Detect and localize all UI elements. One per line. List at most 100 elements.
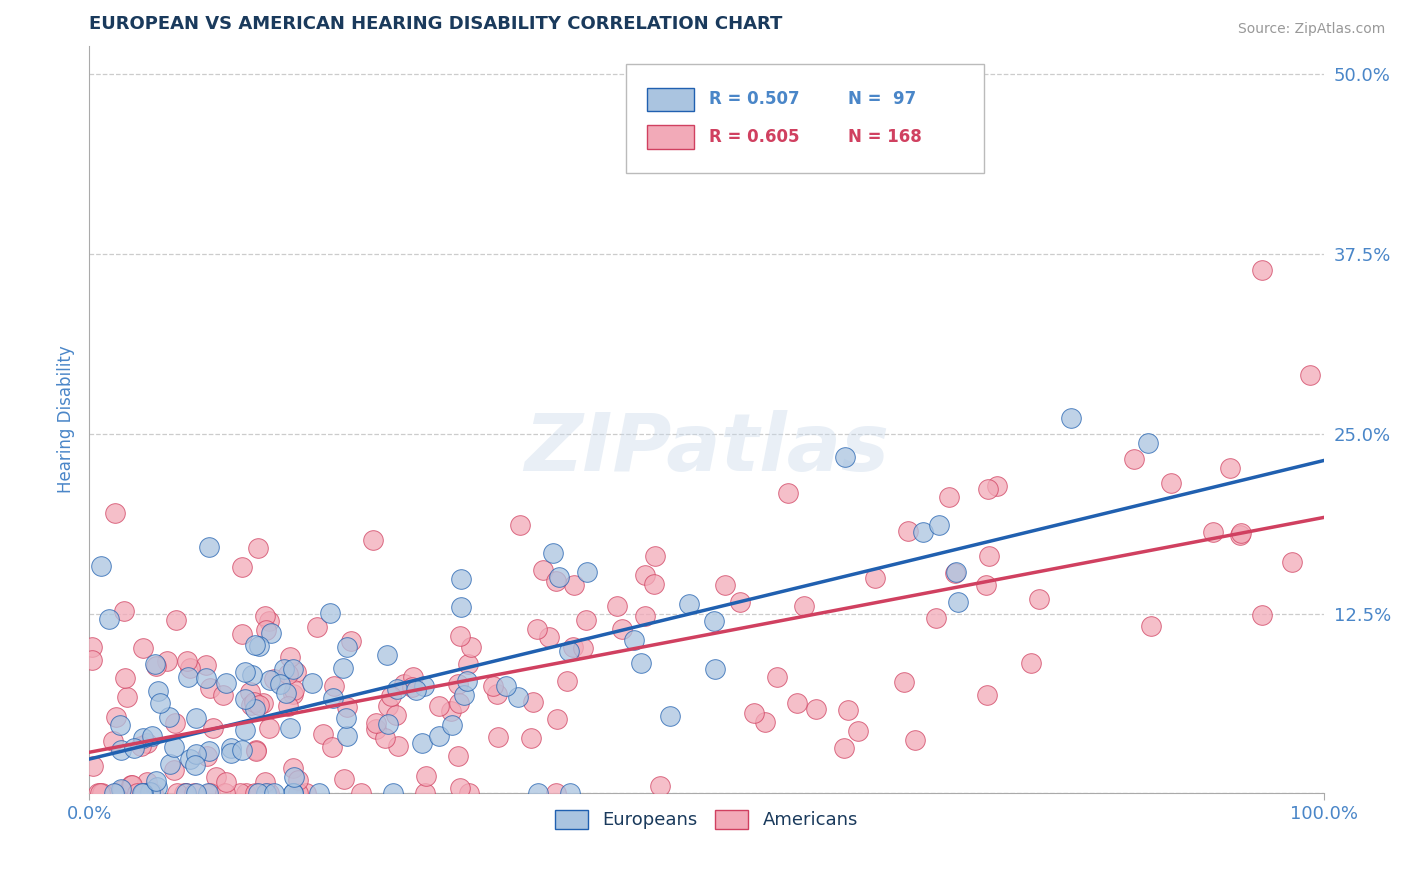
Europeans bbox=[233, 723, 256, 737]
Europeans bbox=[157, 710, 180, 724]
Americans bbox=[1019, 656, 1042, 670]
Americans bbox=[129, 739, 152, 754]
Americans bbox=[401, 680, 423, 694]
Europeans bbox=[184, 747, 207, 761]
Americans bbox=[322, 679, 344, 693]
Europeans bbox=[450, 572, 472, 586]
Americans bbox=[447, 677, 470, 691]
Americans bbox=[643, 576, 665, 591]
Europeans bbox=[97, 612, 120, 626]
Americans bbox=[544, 574, 567, 589]
Americans bbox=[176, 654, 198, 668]
Americans bbox=[350, 785, 373, 799]
Americans bbox=[277, 667, 299, 681]
Text: EUROPEAN VS AMERICAN HEARING DISABILITY CORRELATION CHART: EUROPEAN VS AMERICAN HEARING DISABILITY … bbox=[89, 15, 783, 33]
Europeans bbox=[215, 675, 238, 690]
Americans bbox=[281, 761, 304, 775]
Americans bbox=[141, 786, 163, 800]
Americans bbox=[120, 778, 142, 792]
Americans bbox=[174, 786, 197, 800]
Americans bbox=[976, 578, 998, 592]
Americans bbox=[634, 567, 657, 582]
Americans bbox=[231, 627, 253, 641]
Americans bbox=[447, 696, 470, 710]
Americans bbox=[650, 779, 672, 793]
Americans bbox=[211, 688, 233, 702]
Americans bbox=[245, 744, 267, 758]
Americans bbox=[531, 563, 554, 577]
Europeans bbox=[1060, 410, 1083, 425]
Americans bbox=[263, 672, 285, 686]
Americans bbox=[240, 698, 263, 712]
Americans bbox=[340, 634, 363, 648]
Europeans bbox=[108, 718, 131, 732]
Americans bbox=[194, 658, 217, 673]
Americans bbox=[572, 640, 595, 655]
Americans bbox=[486, 730, 509, 744]
Europeans bbox=[375, 648, 398, 663]
Americans bbox=[183, 786, 205, 800]
Americans bbox=[80, 653, 103, 667]
Americans bbox=[312, 727, 335, 741]
Americans bbox=[1229, 528, 1251, 542]
Europeans bbox=[703, 614, 725, 628]
Americans bbox=[804, 701, 827, 715]
Europeans bbox=[146, 780, 169, 794]
Europeans bbox=[259, 673, 281, 687]
Americans bbox=[253, 609, 276, 624]
Europeans bbox=[575, 566, 598, 580]
Americans bbox=[135, 775, 157, 789]
Americans bbox=[986, 479, 1008, 493]
Americans bbox=[413, 786, 436, 800]
Europeans bbox=[281, 786, 304, 800]
Americans bbox=[252, 696, 274, 710]
Americans bbox=[610, 622, 633, 636]
Europeans bbox=[177, 670, 200, 684]
Text: Source: ZipAtlas.com: Source: ZipAtlas.com bbox=[1237, 22, 1385, 37]
Americans bbox=[173, 786, 195, 800]
Americans bbox=[555, 674, 578, 689]
Americans bbox=[925, 610, 948, 624]
Americans bbox=[387, 739, 409, 753]
Americans bbox=[832, 740, 855, 755]
Americans bbox=[105, 710, 128, 724]
Europeans bbox=[678, 597, 700, 611]
Europeans bbox=[269, 677, 291, 691]
Americans bbox=[402, 670, 425, 684]
Europeans bbox=[103, 786, 125, 800]
Americans bbox=[634, 609, 657, 624]
Americans bbox=[562, 640, 585, 654]
Americans bbox=[1250, 263, 1272, 277]
Europeans bbox=[427, 729, 450, 743]
Americans bbox=[644, 549, 666, 563]
Europeans bbox=[90, 559, 112, 574]
Americans bbox=[713, 578, 735, 592]
Europeans bbox=[278, 721, 301, 735]
Americans bbox=[295, 786, 318, 800]
Europeans bbox=[381, 786, 404, 800]
Americans bbox=[361, 533, 384, 547]
Americans bbox=[1230, 526, 1253, 541]
Americans bbox=[117, 690, 139, 704]
Americans bbox=[457, 657, 479, 672]
Europeans bbox=[273, 662, 295, 676]
Americans bbox=[287, 786, 309, 800]
Americans bbox=[1202, 524, 1225, 539]
Americans bbox=[786, 696, 808, 710]
Americans bbox=[485, 687, 508, 701]
Europeans bbox=[197, 786, 219, 800]
Americans bbox=[1281, 555, 1303, 569]
Americans bbox=[156, 655, 179, 669]
Europeans bbox=[332, 660, 354, 674]
Europeans bbox=[322, 690, 344, 705]
Americans bbox=[87, 786, 110, 800]
Americans bbox=[277, 699, 299, 714]
Americans bbox=[458, 786, 481, 800]
Americans bbox=[247, 541, 270, 555]
Americans bbox=[111, 783, 134, 797]
Americans bbox=[283, 687, 305, 701]
Europeans bbox=[1137, 435, 1160, 450]
Americans bbox=[394, 677, 416, 691]
Text: N =  97: N = 97 bbox=[848, 90, 917, 109]
Americans bbox=[245, 743, 267, 757]
